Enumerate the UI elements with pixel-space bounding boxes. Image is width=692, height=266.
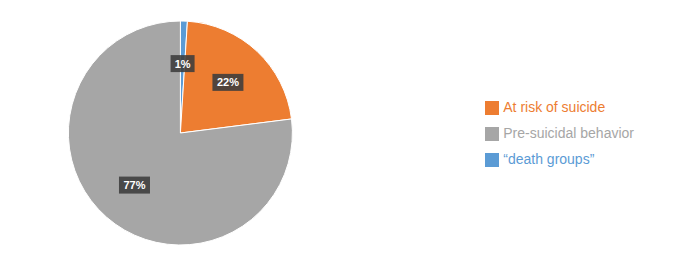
html-text:Pre-suicidal behavior: Pre-suicidal behavior	[503, 125, 634, 141]
html-text:At risk of suicide: At risk of suicide	[503, 99, 606, 115]
svg-text:1%: 1%	[175, 58, 191, 70]
svg-text:77%: 77%	[123, 179, 145, 191]
svg-text:22%: 22%	[217, 76, 239, 88]
html-text:“death groups”: “death groups”	[503, 151, 595, 167]
